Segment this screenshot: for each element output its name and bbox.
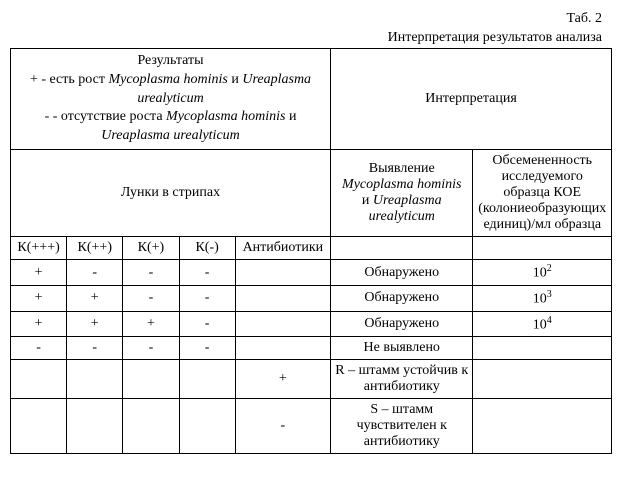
col-k2: К(++) (67, 237, 123, 260)
table-row: +---Обнаружено102 (11, 260, 612, 286)
cell-k3 (11, 360, 67, 399)
text: и (228, 72, 243, 87)
cell-det: S – штамм чувствителен к антибиотику (331, 399, 473, 454)
table-row: +++-Обнаружено104 (11, 311, 612, 337)
results-table: Результаты + - есть рост Mycoplasma homi… (10, 48, 612, 454)
cell-k1: - (123, 285, 179, 311)
cell-k1: - (123, 260, 179, 286)
table-row: ++--Обнаружено103 (11, 285, 612, 311)
header-wells: Лунки в стрипах (11, 150, 331, 237)
cell-det: R – штамм устойчив к антибиотику (331, 360, 473, 399)
cell-det: Обнаружено (331, 285, 473, 311)
cell-k1: + (123, 311, 179, 337)
results-minus-line: - - отсутствие роста Mycoplasma hominis … (15, 108, 326, 146)
cell-ab: + (235, 360, 330, 399)
species: Ureaplasma urealyticum (369, 193, 442, 224)
species: Mycoplasma hominis (166, 109, 285, 124)
text: - - отсутствие роста (45, 109, 166, 124)
cell-k3: + (11, 285, 67, 311)
col-detection-blank (331, 237, 473, 260)
results-title: Результаты (15, 52, 326, 71)
header-detection: Выявление Mycoplasma hominis и Ureaplasm… (331, 150, 473, 237)
species: Mycoplasma hominis (108, 72, 227, 87)
cell-k2: + (67, 311, 123, 337)
cell-ab (235, 337, 330, 360)
cell-ab: - (235, 399, 330, 454)
header-interpretation: Интерпретация (331, 48, 612, 149)
cell-koe: 103 (473, 285, 612, 311)
table-row: +R – штамм устойчив к антибиотику (11, 360, 612, 399)
cell-ab (235, 285, 330, 311)
results-plus-line: + - есть рост Mycoplasma hominis и Ureap… (15, 71, 326, 109)
cell-k0: - (179, 337, 235, 360)
cell-k2 (67, 360, 123, 399)
cell-k2: - (67, 337, 123, 360)
cell-k2: + (67, 285, 123, 311)
header-koe: Обсемененность исследуемого образца КОЕ … (473, 150, 612, 237)
cell-det: Обнаружено (331, 260, 473, 286)
cell-k3: - (11, 337, 67, 360)
text: и (285, 109, 296, 124)
species: Ureaplasma urealyticum (101, 128, 240, 143)
cell-ab (235, 311, 330, 337)
cell-k1: - (123, 337, 179, 360)
cell-k0: - (179, 260, 235, 286)
cell-koe (473, 360, 612, 399)
col-k1: К(+) (123, 237, 179, 260)
cell-k2 (67, 399, 123, 454)
table-row: ----Не выявлено (11, 337, 612, 360)
text: + - есть рост (30, 72, 109, 87)
cell-koe: 102 (473, 260, 612, 286)
table-number: Таб. 2 (566, 11, 602, 26)
col-k0: К(-) (179, 237, 235, 260)
cell-k3: + (11, 260, 67, 286)
col-antibiotics: Антибиотики (235, 237, 330, 260)
cell-k0: - (179, 311, 235, 337)
cell-koe (473, 399, 612, 454)
table-title: Интерпретация результатов анализа (388, 30, 602, 45)
table-row: -S – штамм чувствителен к антибиотику (11, 399, 612, 454)
cell-k0 (179, 360, 235, 399)
cell-ab (235, 260, 330, 286)
cell-k3 (11, 399, 67, 454)
cell-k1 (123, 399, 179, 454)
col-koe-blank (473, 237, 612, 260)
col-k3: К(+++) (11, 237, 67, 260)
cell-koe (473, 337, 612, 360)
cell-k3: + (11, 311, 67, 337)
species: Mycoplasma hominis (342, 177, 461, 192)
text: и (362, 193, 373, 208)
cell-det: Не выявлено (331, 337, 473, 360)
cell-k2: - (67, 260, 123, 286)
column-headers: К(+++) К(++) К(+) К(-) Антибиотики (11, 237, 612, 260)
cell-k0: - (179, 285, 235, 311)
cell-k0 (179, 399, 235, 454)
cell-det: Обнаружено (331, 311, 473, 337)
cell-k1 (123, 360, 179, 399)
cell-koe: 104 (473, 311, 612, 337)
text: Выявление (369, 161, 435, 176)
header-results: Результаты + - есть рост Mycoplasma homi… (11, 48, 331, 149)
table-caption: Таб. 2 Интерпретация результатов анализа (10, 10, 612, 48)
